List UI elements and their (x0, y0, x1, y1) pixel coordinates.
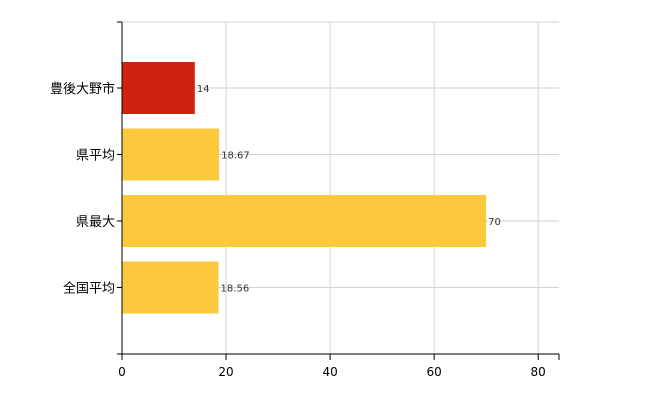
x-tick-label: 60 (427, 365, 442, 379)
data-label: 18.67 (221, 151, 250, 162)
x-tick-label: 0 (118, 365, 126, 379)
x-tick-label: 80 (531, 365, 546, 379)
category-label: 県平均 (76, 149, 115, 164)
bar (122, 261, 219, 314)
category-label: 県最大 (76, 215, 115, 230)
category-label: 豊後大野市 (50, 81, 115, 97)
bar (122, 195, 487, 247)
category-label: 全国平均 (63, 281, 115, 297)
x-tick-label: 20 (218, 365, 233, 379)
data-label: 70 (488, 217, 501, 228)
bar-layer (122, 62, 487, 314)
bar (122, 62, 195, 114)
data-label: 18.56 (221, 284, 250, 295)
axis-layer (117, 21, 560, 360)
x-tick-label: 40 (322, 365, 337, 379)
data-label: 14 (197, 84, 210, 95)
bar (122, 128, 220, 181)
